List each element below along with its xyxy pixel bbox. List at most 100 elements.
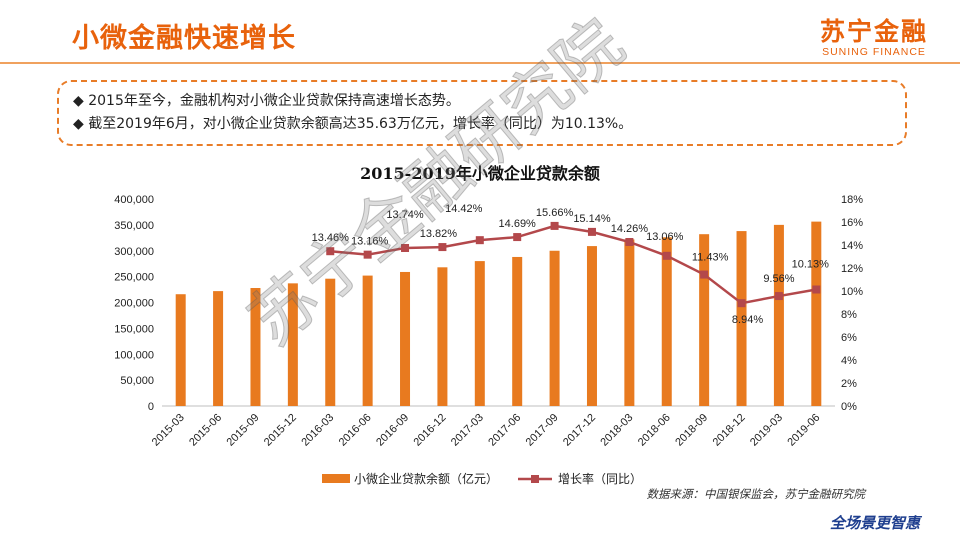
growth-rate-marker [475, 236, 484, 245]
y-left-tick-label: 250,000 [114, 272, 154, 284]
footer-brand: 全场景更智惠 [829, 514, 920, 532]
x-tick-label: 2017-03 [449, 412, 486, 449]
y-right-tick-label: 18% [841, 194, 863, 206]
growth-rate-label: 13.82% [420, 228, 458, 240]
y-right-tick-label: 16% [841, 217, 863, 229]
summary-bullet-2: ◆ 截至2019年6月，对小微企业贷款余额高达35.63万亿元，增长率（同比）为… [73, 116, 633, 132]
growth-rate-label: 14.69% [499, 218, 537, 230]
y-right-tick-label: 8% [841, 309, 857, 321]
legend-bar-label: 小微企业贷款余额（亿元） [354, 471, 498, 486]
growth-rate-label: 9.56% [763, 273, 794, 285]
summary-bullet-1: ◆ 2015年至今，金融机构对小微企业贷款保持高速增长态势。 [73, 93, 460, 109]
x-tick-label: 2018-12 [711, 412, 748, 449]
bar [773, 224, 784, 406]
legend-line-marker [531, 475, 539, 483]
growth-rate-label: 15.66% [536, 207, 574, 219]
growth-rate-marker [625, 238, 634, 247]
y-left-tick-label: 100,000 [114, 349, 154, 361]
bar [512, 256, 523, 406]
y-left-tick-label: 0 [148, 401, 154, 413]
growth-rate-label: 11.43% [692, 252, 729, 264]
growth-rate-marker [700, 270, 709, 279]
bar [250, 288, 261, 406]
x-tick-label: 2015-03 [150, 412, 187, 449]
growth-rate-label: 13.74% [386, 209, 424, 221]
logo-text-cn: 苏宁金融 [819, 17, 928, 46]
bar [624, 239, 635, 406]
growth-rate-label: 13.16% [351, 236, 389, 248]
x-tick-label: 2015-06 [187, 412, 224, 449]
chart-title: 2015-2019年小微企业贷款余额 [360, 164, 600, 183]
x-tick-label: 2016-06 [337, 412, 374, 449]
bar [437, 267, 448, 406]
x-tick-label: 2018-09 [673, 412, 710, 449]
bar [325, 278, 336, 406]
bar [586, 246, 597, 406]
growth-rate-label: 13.06% [646, 231, 684, 243]
logo-text-en: SUNING FINANCE [822, 46, 926, 58]
growth-rate-marker [438, 243, 447, 252]
x-tick-label: 2016-09 [374, 412, 411, 449]
bar [175, 294, 186, 406]
legend-bar-swatch [322, 474, 350, 483]
brand-logo: 苏宁金融 SUNING FINANCE [820, 12, 928, 58]
y-right-tick-label: 12% [841, 263, 863, 275]
x-tick-label: 2016-03 [299, 412, 336, 449]
growth-rate-marker [812, 285, 821, 294]
growth-rate-line [330, 224, 817, 305]
bar [213, 291, 224, 406]
header-divider [0, 62, 960, 64]
y-right-tick-label: 6% [841, 332, 857, 344]
bar [699, 234, 710, 406]
y-left-tick-label: 400,000 [114, 194, 154, 206]
x-tick-label: 2015-12 [262, 412, 299, 449]
growth-rate-marker [550, 221, 559, 230]
summary-box: ◆ 2015年至今，金融机构对小微企业贷款保持高速增长态势。 ◆ 截至2019年… [57, 80, 907, 146]
x-tick-label: 2018-06 [636, 412, 673, 449]
growth-rate-label: 15.14% [573, 213, 611, 225]
growth-rate-marker [326, 247, 335, 256]
y-right-tick-label: 4% [841, 355, 857, 367]
growth-rate-label: 8.94% [732, 314, 763, 326]
growth-rate-marker [662, 251, 671, 260]
bar [549, 250, 560, 406]
growth-rate-label: 13.46% [312, 232, 350, 244]
y-right-tick-label: 10% [841, 286, 863, 298]
bar [736, 231, 747, 406]
x-tick-label: 2017-09 [524, 412, 561, 449]
y-left-tick-label: 50,000 [120, 375, 154, 387]
x-tick-label: 2017-06 [486, 412, 523, 449]
growth-rate-label: 14.26% [611, 223, 649, 235]
y-left-tick-label: 200,000 [114, 298, 154, 310]
bar [362, 275, 373, 406]
x-tick-label: 2016-12 [412, 412, 449, 449]
bar [400, 271, 411, 406]
y-right-tick-label: 0% [841, 401, 857, 413]
legend-line-label: 增长率（同比） [558, 471, 642, 486]
y-right-tick-label: 14% [841, 240, 863, 252]
x-tick-label: 2018-03 [598, 412, 635, 449]
x-tick-label: 2019-06 [785, 412, 822, 449]
growth-rate-marker [513, 233, 522, 242]
growth-rate-label: 14.42% [445, 203, 483, 215]
page-title: 小微金融快速增长 [72, 23, 296, 54]
growth-rate-marker [401, 243, 410, 252]
x-tick-label: 2019-03 [748, 412, 785, 449]
y-left-tick-label: 350,000 [114, 220, 154, 232]
y-left-tick-label: 150,000 [114, 323, 154, 335]
y-left-tick-label: 300,000 [114, 246, 154, 258]
growth-rate-marker [774, 292, 783, 301]
growth-rate-marker [737, 299, 746, 308]
growth-rate-label: 10.13% [792, 259, 830, 271]
growth-rate-marker [587, 227, 596, 236]
bar [661, 237, 672, 406]
bar [287, 283, 298, 406]
x-tick-label: 2015-09 [225, 412, 262, 449]
bar [474, 261, 485, 406]
data-source-note: 数据来源：中国银保监会，苏宁金融研究院 [646, 487, 866, 501]
x-tick-label: 2017-12 [561, 412, 598, 449]
growth-rate-marker [363, 250, 372, 259]
y-right-tick-label: 2% [841, 378, 857, 390]
bar [811, 221, 822, 406]
